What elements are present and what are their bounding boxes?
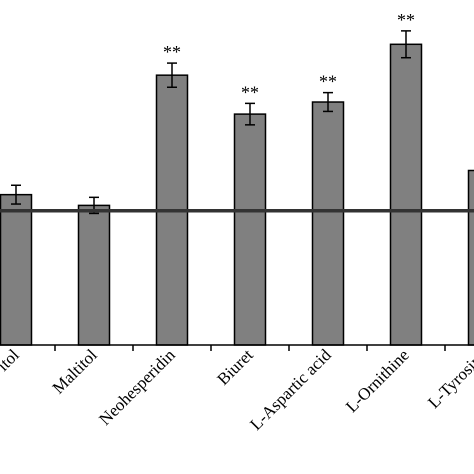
significance-label: ** [319, 72, 337, 92]
significance-label: ** [163, 42, 181, 62]
x-tick-label: L-Aspartic acid [246, 345, 335, 434]
significance-label: ** [397, 10, 415, 30]
x-tick-label: Neohesperidin [95, 345, 179, 429]
significance-label: ** [241, 82, 259, 102]
bar [389, 43, 423, 346]
bar [0, 193, 33, 346]
bar [77, 204, 111, 346]
x-tick-label: Maltitol [49, 345, 101, 397]
x-tick-label: Biuret [213, 345, 257, 389]
x-tick-label: L-Ornithine [342, 345, 413, 416]
bar [467, 169, 474, 346]
x-tick-label: itol [0, 345, 23, 375]
bar [233, 113, 267, 346]
x-tick-label: L-Tyrosine [424, 345, 474, 412]
bar [311, 101, 345, 346]
